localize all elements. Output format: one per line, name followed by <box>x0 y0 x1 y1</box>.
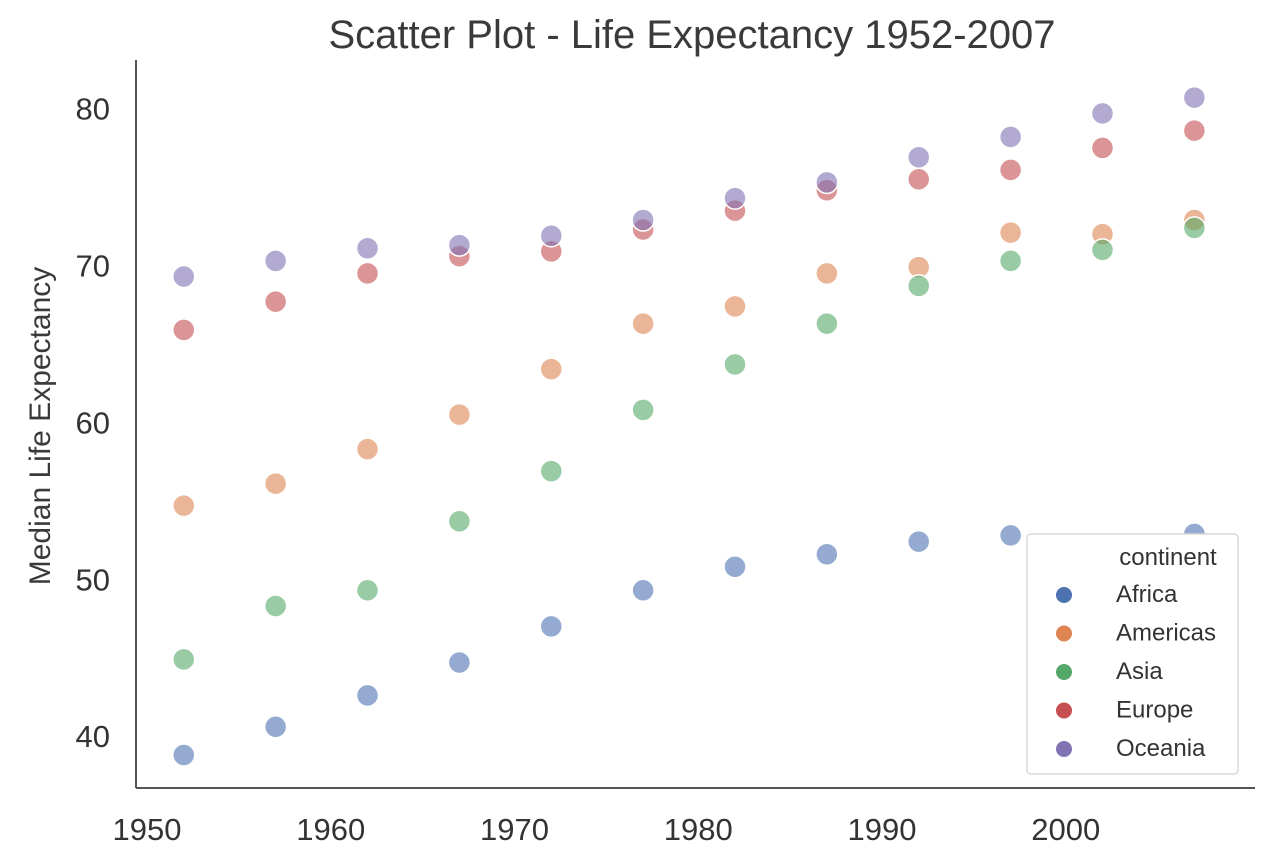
chart-title: Scatter Plot - Life Expectancy 1952-2007 <box>328 13 1055 57</box>
point-asia-1982 <box>723 352 747 377</box>
point-oceania-1982 <box>723 186 747 210</box>
point-oceania-1997 <box>998 125 1023 149</box>
x-tick-label-1960: 1960 <box>296 812 365 847</box>
point-americas-1982 <box>723 294 747 319</box>
point-oceania-1977 <box>631 208 655 232</box>
point-oceania-2007 <box>1182 85 1207 110</box>
point-africa-1982 <box>723 555 747 579</box>
legend-label-americas: Americas <box>1116 620 1216 647</box>
x-tick-label-2000: 2000 <box>1031 812 1100 847</box>
legend-marker-europe <box>1056 702 1072 719</box>
point-oceania-1972 <box>539 223 564 248</box>
point-asia-2007 <box>1182 216 1207 240</box>
y-tick-label-80: 80 <box>76 92 110 127</box>
point-asia-1977 <box>631 398 655 422</box>
point-europe-1957 <box>263 289 288 314</box>
legend-items: Africa Americas Asia Europe Oceania <box>1056 581 1216 762</box>
point-africa-1962 <box>355 683 380 708</box>
point-oceania-1957 <box>263 249 288 273</box>
point-europe-1992 <box>906 167 931 191</box>
point-europe-1997 <box>998 158 1023 182</box>
point-europe-1962 <box>355 261 380 286</box>
point-americas-1997 <box>998 220 1023 245</box>
x-tick-labels: 1950 1960 1970 1980 1990 2000 <box>113 812 1101 847</box>
legend-label-asia: Asia <box>1116 658 1163 685</box>
point-africa-1957 <box>263 715 288 739</box>
point-africa-1992 <box>906 529 931 554</box>
legend-title: continent <box>1119 544 1217 571</box>
point-oceania-2002 <box>1090 101 1115 126</box>
point-oceania-1987 <box>815 170 839 195</box>
point-americas-1962 <box>355 437 380 461</box>
point-asia-1957 <box>263 594 288 618</box>
legend-marker-americas <box>1056 625 1072 642</box>
point-americas-1972 <box>539 357 564 381</box>
legend-marker-oceania <box>1056 741 1072 757</box>
point-asia-1952 <box>172 647 196 672</box>
x-tick-label-1970: 1970 <box>480 812 549 847</box>
x-tick-label-1990: 1990 <box>848 812 917 847</box>
y-axis-label: Median Life Expectancy <box>24 267 57 586</box>
x-tick-label-1980: 1980 <box>664 812 733 847</box>
x-tick-label-1950: 1950 <box>113 812 182 847</box>
point-americas-1952 <box>172 493 196 518</box>
point-africa-1987 <box>815 542 839 566</box>
point-oceania-1967 <box>447 233 472 257</box>
point-europe-2002 <box>1090 136 1115 160</box>
point-asia-1987 <box>815 311 839 336</box>
point-americas-1987 <box>815 261 839 286</box>
legend: continent Africa Americas Asia Europe Oceani… <box>1026 533 1239 775</box>
point-europe-1952 <box>172 318 196 342</box>
point-oceania-1992 <box>906 145 931 170</box>
legend-label-oceania: Oceania <box>1116 735 1206 762</box>
point-asia-1992 <box>906 274 931 298</box>
legend-label-europe: Europe <box>1116 697 1193 724</box>
point-asia-1967 <box>447 509 472 534</box>
point-oceania-1962 <box>355 236 380 261</box>
legend-box <box>1026 533 1239 775</box>
point-africa-1972 <box>539 614 564 639</box>
point-asia-1997 <box>998 249 1023 273</box>
point-asia-1972 <box>539 459 564 483</box>
data-points <box>172 85 1207 767</box>
y-tick-label-60: 60 <box>76 405 110 440</box>
y-tick-label-40: 40 <box>76 719 110 754</box>
point-americas-1977 <box>631 311 655 336</box>
point-americas-1967 <box>447 402 472 427</box>
legend-marker-asia <box>1056 664 1072 680</box>
legend-marker-africa <box>1056 587 1072 603</box>
point-oceania-1952 <box>172 264 196 289</box>
point-africa-1967 <box>447 650 472 675</box>
y-tick-labels: 40 50 60 70 80 <box>76 92 110 755</box>
legend-label-africa: Africa <box>1116 581 1178 608</box>
point-asia-1962 <box>355 578 380 603</box>
point-africa-1952 <box>172 743 196 767</box>
y-tick-label-70: 70 <box>76 249 110 284</box>
point-europe-2007 <box>1182 118 1207 143</box>
point-asia-2002 <box>1090 238 1115 262</box>
y-tick-label-50: 50 <box>76 562 110 597</box>
point-africa-1997 <box>998 523 1023 548</box>
point-africa-1977 <box>631 578 655 603</box>
point-americas-1957 <box>263 471 288 496</box>
